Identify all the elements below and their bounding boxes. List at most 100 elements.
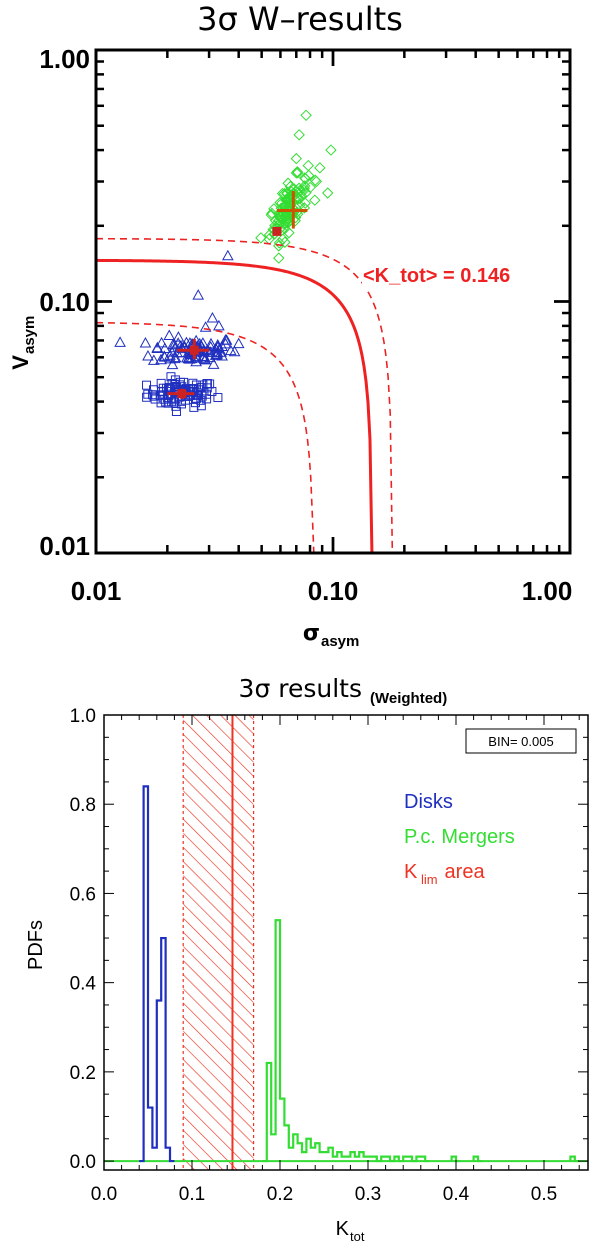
scatter-x-label: σ bbox=[303, 621, 320, 646]
rotator-point bbox=[206, 311, 219, 323]
merger-point bbox=[298, 180, 311, 192]
rotator-point bbox=[114, 336, 126, 347]
rotator-point bbox=[199, 353, 211, 364]
y-tick-label: 0.2 bbox=[70, 1063, 96, 1084]
merger-point bbox=[300, 109, 312, 122]
rotator-point bbox=[199, 321, 212, 332]
merger-point bbox=[290, 152, 302, 165]
merger-point bbox=[283, 227, 295, 239]
legend-klim-suffix: area bbox=[439, 861, 485, 883]
rotator-point bbox=[163, 329, 176, 340]
merger-point bbox=[273, 237, 286, 249]
disk-point bbox=[142, 380, 152, 390]
histogram-x-label: K bbox=[336, 1218, 350, 1240]
rotator-point bbox=[216, 350, 228, 361]
rotator-point bbox=[221, 249, 234, 261]
disk-point bbox=[189, 402, 199, 412]
rotator-point bbox=[172, 331, 185, 342]
rotator-point bbox=[193, 337, 206, 349]
x-tick-label-0: 0.01 bbox=[71, 576, 122, 606]
histogram-y-label: PDFs bbox=[25, 920, 47, 970]
rotator-point bbox=[204, 340, 217, 352]
merger-point bbox=[292, 167, 304, 179]
merger-point bbox=[299, 197, 311, 209]
rotator-point bbox=[224, 344, 237, 356]
disk-point bbox=[171, 407, 181, 417]
x-tick-label: 0.1 bbox=[179, 1184, 205, 1205]
histogram-panel: 3σ results (Weighted) 0.0 0.1 0.2 0.3 0.4 0.5… bbox=[25, 674, 589, 1244]
disk-point bbox=[191, 398, 201, 408]
x-tick-label: 0.0 bbox=[91, 1184, 117, 1205]
merger-point bbox=[302, 159, 314, 172]
x-tick-label-1: 0.10 bbox=[308, 576, 359, 606]
k-curve-K_tot bbox=[95, 258, 374, 554]
merger-point bbox=[285, 185, 297, 198]
scatter-title: 3σ W–results bbox=[197, 0, 403, 38]
rotator-point bbox=[155, 353, 167, 365]
scatter-data-layer bbox=[95, 109, 394, 554]
scatter-y-label-sub: asym bbox=[21, 316, 38, 354]
rotator-point bbox=[142, 349, 154, 361]
rotator-point bbox=[211, 341, 224, 352]
scatter-x-label-sub: asym bbox=[321, 633, 359, 650]
x-tick-label-2: 1.00 bbox=[522, 576, 573, 606]
scatter-y-label-group: V asym bbox=[8, 316, 38, 370]
rotator-point bbox=[192, 289, 205, 300]
rotator-point bbox=[211, 346, 224, 358]
merger-point bbox=[273, 252, 285, 264]
y-tick-label: 0.0 bbox=[70, 1152, 96, 1173]
k-curve-K_lower bbox=[95, 321, 315, 554]
legend-klim: K bbox=[404, 861, 418, 883]
rotators_mean-center bbox=[189, 345, 199, 355]
y-tick-label: 0.4 bbox=[70, 974, 97, 995]
y-tick-label-2: 1.00 bbox=[39, 44, 90, 74]
histogram-ticks bbox=[103, 714, 588, 1170]
rotator-point bbox=[166, 358, 179, 370]
annotation-background bbox=[362, 260, 562, 290]
rotator-point bbox=[172, 337, 185, 348]
bin-label: BIN= 0.005 bbox=[488, 734, 553, 749]
histogram-plot-frame bbox=[103, 714, 589, 1171]
x-tick-label: 0.5 bbox=[531, 1184, 557, 1205]
k-curve-K_upper bbox=[95, 237, 394, 554]
merger-point bbox=[322, 187, 334, 199]
merger-point bbox=[298, 182, 310, 195]
rotator-point bbox=[155, 336, 168, 348]
merger-point bbox=[278, 188, 291, 200]
legend-disks: Disks bbox=[404, 791, 453, 813]
histogram-title: 3σ results bbox=[239, 674, 362, 703]
rotator-point bbox=[213, 319, 225, 331]
merger-point bbox=[298, 202, 311, 214]
disk-point bbox=[196, 401, 206, 411]
disk-point bbox=[157, 390, 167, 400]
histogram-disks bbox=[139, 785, 175, 1163]
disk-point bbox=[169, 397, 179, 407]
histogram-tick-labels: 0.0 0.1 0.2 0.3 0.4 0.5 0.0 0.2 0.4 0.6 0.8 1.0 bbox=[70, 706, 558, 1205]
disk-point bbox=[143, 389, 153, 399]
merger-point bbox=[282, 177, 294, 189]
x-tick-label: 0.2 bbox=[267, 1184, 293, 1205]
rotator-point bbox=[219, 334, 232, 345]
y-tick-label: 1.0 bbox=[70, 706, 96, 727]
legend-mergers: P.c. Mergers bbox=[404, 826, 515, 848]
histogram-pcmergers bbox=[262, 919, 580, 1163]
merger-point bbox=[255, 232, 267, 244]
disks_mean-center bbox=[177, 389, 187, 399]
rotator-point bbox=[151, 341, 164, 353]
y-tick-label: 0.6 bbox=[70, 884, 96, 905]
disk-point bbox=[202, 383, 212, 393]
merger-point bbox=[266, 207, 278, 220]
merger-point bbox=[278, 218, 290, 231]
merger-point bbox=[314, 162, 326, 174]
disk-point bbox=[175, 377, 185, 387]
merger-point bbox=[325, 144, 337, 156]
rotator-point bbox=[211, 348, 224, 359]
disk-point bbox=[149, 391, 159, 401]
rotator-point bbox=[158, 351, 171, 362]
scatter-ticks bbox=[94, 48, 572, 555]
y-tick-label-1: 0.10 bbox=[39, 287, 90, 317]
merger-point bbox=[299, 172, 312, 185]
disk-point bbox=[156, 378, 166, 388]
mergers_small-center bbox=[272, 226, 282, 236]
